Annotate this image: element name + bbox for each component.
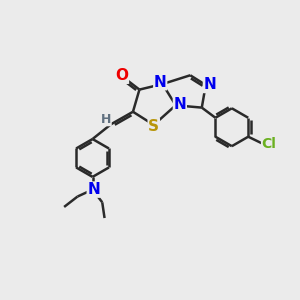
Text: N: N	[154, 75, 167, 90]
Text: S: S	[148, 118, 159, 134]
Text: H: H	[101, 113, 111, 126]
Text: N: N	[87, 182, 100, 197]
Text: O: O	[116, 68, 128, 83]
Text: N: N	[173, 97, 186, 112]
Text: N: N	[203, 77, 216, 92]
Text: Cl: Cl	[262, 136, 277, 151]
